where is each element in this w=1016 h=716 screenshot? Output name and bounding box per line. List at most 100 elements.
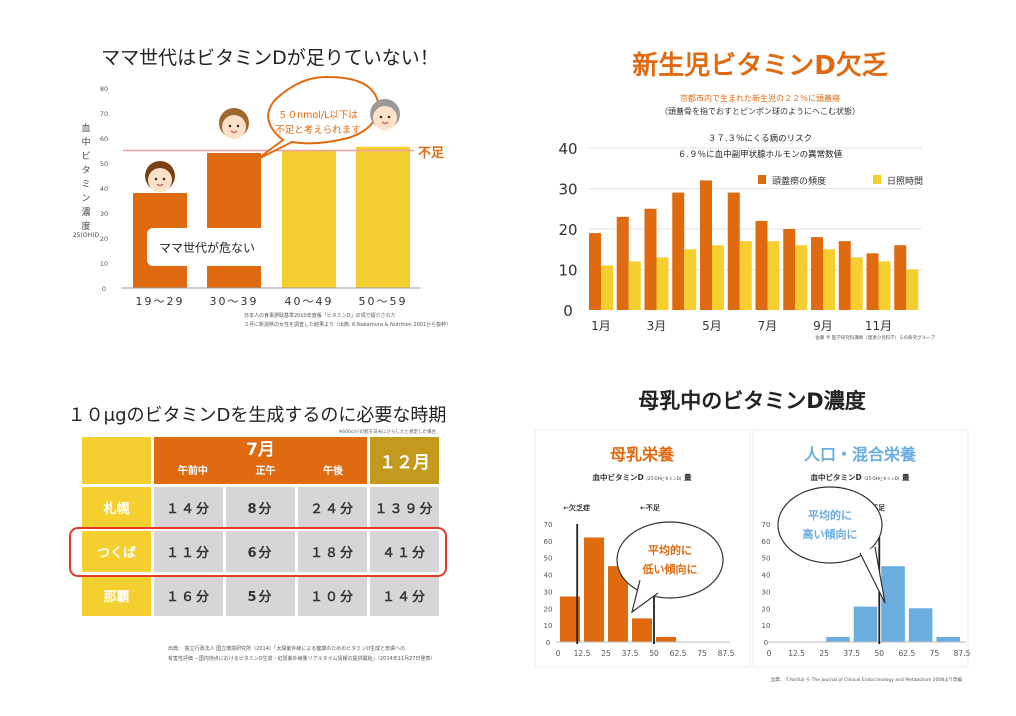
y-tick-label: 60 [762,538,771,546]
x-tick-label: 50 [875,649,885,658]
x-tick-label: 75 [930,649,940,658]
y-tick-label: 40 [762,572,771,580]
x-tick-label: 25 [601,649,611,658]
histogram-bar-62.5 [908,608,933,642]
x-tick-label: 87.5 [718,649,735,658]
bar-sunshine-10月 [850,257,863,310]
callout-bubble [616,521,724,599]
panel-title: 母乳栄養 [610,445,674,464]
y-tick-label: 30 [762,588,771,596]
ylabel-char: ビ [81,151,90,162]
y-tick-label: 0 [563,302,573,320]
y-tick-label: 0 [764,639,768,647]
bar-40〜49 [282,150,336,288]
callout-line2: 低い傾向に [642,562,698,576]
bar-sunshine-3月 [656,257,669,310]
y-tick-label: 10 [558,262,577,280]
bar-frequency-5月 [700,180,712,310]
y-tick-label: 60 [544,538,553,546]
bar-frequency-11月 [866,253,879,310]
chart2-title: 新生児ビタミンD欠乏 [632,50,888,81]
callout-line1: 平均的に [808,508,852,522]
y-tick-label: 30 [558,181,577,199]
y-tick-label: 40 [100,185,108,193]
histogram-bar-25 [608,566,628,642]
histogram-bar-0 [560,596,580,642]
x-tick-label: 62.5 [899,649,916,658]
bar-30〜39 [207,153,261,288]
histogram-bar-25 [826,636,850,642]
ylabel-char: 度 [81,220,90,232]
table-cell: １４分 [370,575,439,616]
ylabel-char: タ [81,165,90,176]
y-tick-label: 20 [558,221,577,239]
callout-tail [631,579,659,614]
table-cell: ２４分 [298,487,367,528]
table-cell: １３９分 [370,487,439,528]
bar-sunshine-5月 [712,245,724,310]
histogram-bar-50 [881,566,905,642]
chart2-annotation-2: ６.９％に血中副甲状腺ホルモンの異常数値 [678,149,843,160]
table-cell: 6分 [226,531,295,572]
x-tick-label: 0 [556,649,561,658]
x-tick-label: 40〜49 [285,295,334,308]
table-cell: １８分 [298,531,367,572]
chart4-title: 母乳中のビタミンD濃度 [638,389,865,413]
bar-frequency-4月 [672,192,685,310]
bar-sunshine-4月 [684,249,697,310]
eye [387,115,391,119]
y-tick-label: 70 [544,521,553,529]
bar-sunshine-8月 [795,245,808,310]
bar-frequency-2月 [616,216,629,310]
panel-subtitle: 血中ビタミンD (25-OHビタミンD) 量 [593,472,692,482]
y-tick-label: 80 [100,85,108,93]
eye [154,177,158,181]
ylabel-char: ミ [81,180,90,190]
y-tick-label: 50 [762,555,771,563]
x-tick-label: 50 [649,649,659,658]
table-cell: ４１分 [370,531,439,572]
chart2-legend: 頭蓋癆の頻度 日照時間 [758,175,923,187]
x-tick-label: 30〜39 [210,295,259,308]
y-tick-label: 50 [544,555,553,563]
x-tick-label: 1月 [591,319,611,333]
mouth [230,130,238,133]
row-header-sapporo: 札幌 [82,487,151,528]
chart3-note: ※600cm²の肌を日光にさらしたと想定した場合 [339,428,437,435]
header-december: １２月 [370,437,439,484]
table-cell: １４分 [154,487,223,528]
panel-subtitle: 血中ビタミンD (25-OHビタミンD) 量 [811,472,910,482]
x-tick-label: 5月 [702,319,722,333]
header-july: 7月 [246,439,275,460]
y-tick-label: 0 [546,639,550,647]
y-tick-label: 50 [100,160,108,168]
y-tick-label: 40 [544,572,553,580]
y-tick-label: 10 [762,622,771,630]
legend-swatch-frequency [758,175,766,184]
y-tick-label: 10 [100,260,108,268]
chart2-subtitle-1: 京都市内で生まれた新生児の２２％に頭蓋癆 [680,93,840,103]
header-morning: 午前中 [177,465,208,477]
histogram-bar-37.5 [853,606,878,642]
table-cell: １０分 [298,575,367,616]
reference-line-label: ←欠乏症 [563,503,590,512]
y-tick-label: 0 [102,285,106,293]
y-tick-label: 70 [100,110,108,118]
x-tick-label: 75 [697,649,707,658]
x-tick-label: 9月 [813,319,833,333]
y-tick-label: 20 [100,235,108,243]
chart-newborn-deficiency: 新生児ビタミンD欠乏 京都市内で生まれた新生児の２２％に頭蓋癆 （頭蓋骨を指でお… [558,50,935,341]
bar-frequency-9月 [811,237,823,310]
bar-50〜59 [356,146,410,288]
histogram-bar-12.5 [584,537,604,642]
x-tick-label: 25 [819,649,829,658]
chart1-warning-text: ママ世代が危ない [159,240,255,255]
x-tick-label: 19〜29 [136,295,185,308]
eye [162,177,166,181]
ylabel-char: 中 [81,136,90,148]
x-tick-label: 3月 [647,319,667,333]
callout-line2: 高い傾向に [803,527,858,541]
